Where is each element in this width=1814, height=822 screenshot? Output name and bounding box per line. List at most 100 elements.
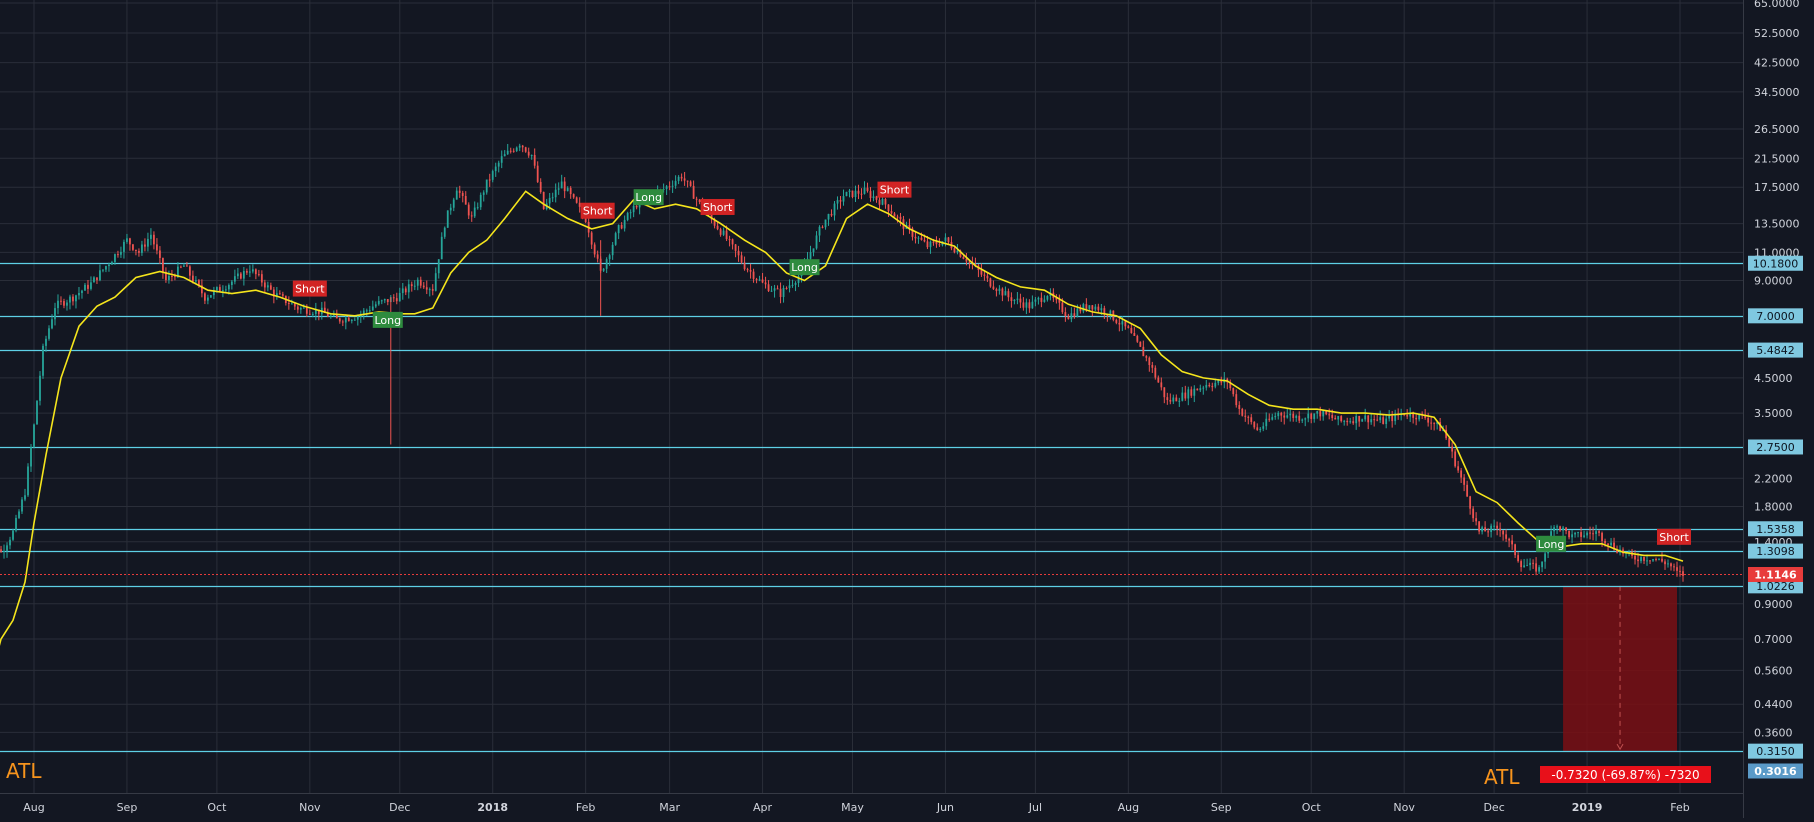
signal-short[interactable]: Short [580,202,615,219]
candle [102,269,104,273]
candle [111,260,113,265]
level-tag-label: 7.0000 [1756,310,1795,323]
signal-short[interactable]: Short [877,181,912,198]
signal-tag-bg [1657,528,1692,545]
price-tick-label: 0.3600 [1754,726,1793,739]
candle [1466,480,1469,498]
candle [344,314,347,330]
candle [821,225,824,229]
candle [1058,294,1061,310]
level-tag-label: 5.4842 [1756,344,1795,357]
candle [353,317,356,321]
candle [1256,423,1259,431]
time-axis[interactable]: Aug Sep Oct Nov Dec 2018 Feb Mar Apr May Jun Jul Aug… [23,801,1689,814]
candle [126,233,128,244]
candle [965,252,968,266]
candle [455,187,458,200]
time-tick-label: Sep [117,801,138,814]
candle [1004,286,1007,296]
candle [36,400,38,425]
candle [1037,296,1040,305]
signal-tag-label: Long [791,261,818,274]
candle [1010,292,1013,308]
candle [1358,415,1361,427]
candle [186,261,188,267]
candle [377,296,380,306]
candle [722,227,725,237]
signal-long[interactable]: Long [633,189,664,206]
signal-long[interactable]: Long [789,259,820,276]
candle [93,276,95,283]
time-tick-label: Nov [299,801,321,814]
candle [407,279,410,299]
candle [401,282,404,300]
candle [788,279,791,293]
candle [911,226,914,241]
signal-tag-bg [789,259,820,276]
candle [1370,413,1373,425]
candle [434,267,437,292]
candle [1598,529,1600,537]
candle [1091,304,1094,317]
signal-short[interactable]: Short [1657,528,1692,545]
candle [212,286,215,300]
candle [1136,334,1139,343]
candle [1199,384,1202,393]
candle [833,201,836,221]
candle [57,294,59,315]
candle [578,197,581,213]
signal-short[interactable]: Short [292,280,327,297]
candle [120,246,122,258]
candle [33,423,35,449]
candle [719,227,722,237]
candle [323,301,326,314]
candle [233,269,236,285]
candle [1277,411,1280,420]
candle [1007,288,1010,302]
candle [1229,379,1232,391]
candle [374,301,377,309]
candle [1115,318,1118,325]
candle [1310,412,1313,424]
candle [1664,559,1666,570]
candle [494,162,497,177]
candle [764,276,767,289]
candle [512,148,515,153]
measure-tool[interactable]: -0.7320 (-69.87%) -7320 [1540,585,1711,783]
signal-long[interactable]: Long [1536,535,1567,552]
candle [1346,417,1349,426]
candle [281,291,284,298]
time-tick-label: Aug [1118,801,1139,814]
candle [767,280,770,293]
signal-short[interactable]: Short [700,198,735,215]
candle [1448,436,1451,448]
candle [1118,316,1121,332]
candle [443,226,446,239]
signals[interactable]: Short Long Short Long Short Long Short Long Shor… [292,181,1692,552]
candle [731,238,734,250]
candle [114,253,116,265]
candle [1385,414,1388,429]
candle [1586,530,1588,539]
candle [293,302,296,310]
candle [1556,524,1558,535]
candle [1124,321,1127,330]
candle [674,175,677,189]
candle [1670,562,1672,571]
signal-long[interactable]: Long [372,311,403,328]
candle [1241,407,1244,417]
candle [1316,410,1319,419]
candle [1079,304,1082,314]
candle [1247,415,1250,425]
candle [1394,409,1397,425]
candle [1610,538,1612,547]
price-axis[interactable]: 65.0000 52.5000 42.5000 34.5000 26.5000 21.50… [1748,0,1803,779]
candle [3,544,5,559]
candle [1595,524,1597,541]
measure-label-bg [1540,766,1711,783]
candle [1163,387,1166,404]
candle [464,191,467,205]
candle [278,290,281,295]
